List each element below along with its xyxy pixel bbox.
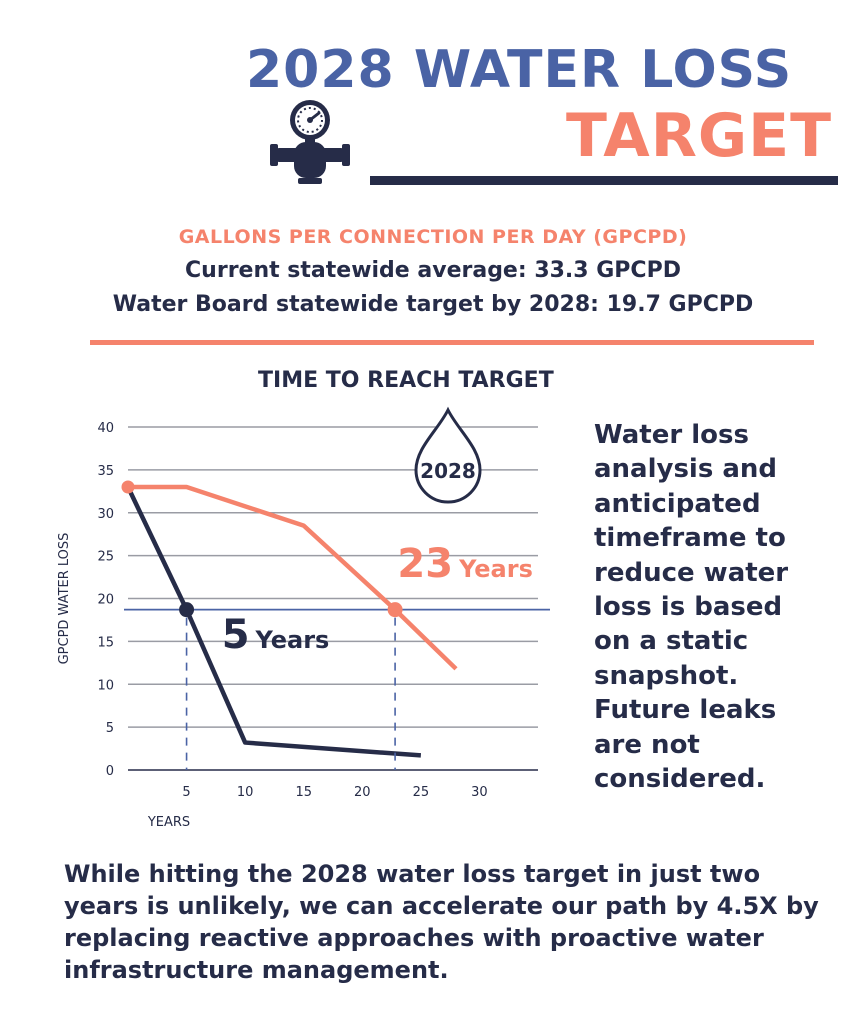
drop-badge: 2028 [414, 406, 482, 504]
x-tick-label: 15 [295, 785, 312, 800]
x-tick-label: 25 [413, 785, 430, 800]
y-tick-label: 20 [97, 593, 114, 608]
start-point-marker [121, 480, 135, 494]
drop-badge-label: 2028 [420, 459, 476, 483]
y-tick-label: 0 [106, 764, 114, 779]
title-underline [370, 176, 838, 185]
annotation-5-years: 5 Years [222, 612, 330, 658]
series-line-2 [128, 484, 458, 671]
water-meter-icon [270, 100, 350, 184]
x-tick-label: 5 [182, 785, 190, 800]
series-line-1 [125, 486, 422, 758]
water-loss-chart: 2028 0 5 10 15 20 25 30 35 40 5 10 15 20 25 30 YEARS GPC… [57, 406, 550, 830]
y-tick-label: 35 [97, 464, 114, 479]
y-tick-label: 25 [97, 550, 114, 565]
series-marker-2 [387, 602, 403, 618]
x-tick-label: 10 [237, 785, 254, 800]
x-axis-label: YEARS [147, 815, 190, 830]
target-text: Water Board statewide target by 2028: 19… [112, 292, 754, 317]
page-title-line2: TARGET [566, 101, 833, 171]
page-title-line1: 2028 WATER LOSS [246, 40, 793, 100]
water-drop-icon [414, 406, 482, 504]
section-divider [90, 340, 814, 345]
chart-title: TIME TO REACH TARGET [258, 368, 554, 393]
series-marker-1 [179, 602, 195, 618]
y-axis-label: GPCPD WATER LOSS [57, 533, 72, 665]
y-tick-label: 30 [97, 507, 114, 522]
current-average-text: Current statewide average: 33.3 GPCPD [185, 258, 681, 283]
y-tick-label: 15 [97, 635, 114, 650]
x-tick-label: 30 [471, 785, 488, 800]
x-tick-label: 20 [354, 785, 371, 800]
y-tick-label: 10 [97, 678, 114, 693]
units-subheading: GALLONS PER CONNECTION PER DAY (GPCPD) [178, 226, 688, 248]
y-tick-label: 5 [106, 721, 114, 736]
annotation-23-years: 23 Years [397, 541, 532, 587]
chart-labels: 5 Years 23 Years [222, 541, 533, 658]
bottom-summary: While hitting the 2028 water loss target… [64, 860, 819, 984]
chart-series [121, 480, 458, 770]
chart-axes: 0 5 10 15 20 25 30 35 40 5 10 15 20 25 30 YEARS GPCPD WA… [57, 421, 538, 830]
y-tick-label: 40 [97, 421, 114, 436]
side-note: Water loss analysis and anticipated time… [594, 420, 789, 795]
